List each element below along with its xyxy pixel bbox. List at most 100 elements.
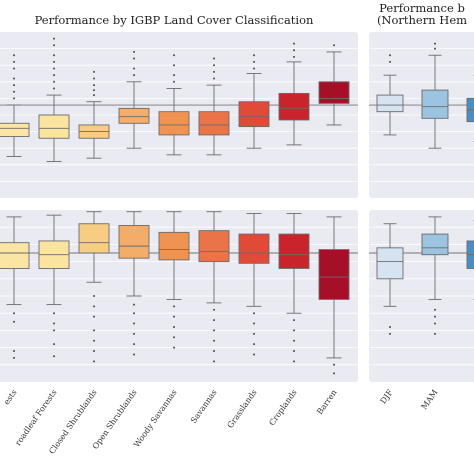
box-iqr (238, 233, 270, 264)
box-deciduous-broadleaf-forests (38, 37, 70, 162)
outlier-point (93, 84, 95, 87)
outlier-point (53, 60, 55, 63)
box-iqr (158, 111, 190, 136)
outlier-point (93, 329, 95, 332)
outlier-point (173, 346, 175, 349)
outlier-point (434, 308, 436, 311)
outlier-point (93, 360, 95, 363)
outlier-point (253, 322, 255, 325)
outlier-point (13, 60, 15, 63)
outlier-point (13, 350, 15, 353)
box-iqr (318, 81, 350, 104)
outlier-point (389, 325, 391, 328)
outlier-point (133, 353, 135, 356)
outlier-point (173, 54, 175, 57)
box-savannas (198, 211, 230, 363)
box-barren (318, 44, 350, 126)
outlier-point (253, 343, 255, 346)
outlier-point (93, 77, 95, 80)
outlier-point (13, 320, 15, 323)
outlier-point (213, 329, 215, 332)
box-iqr (198, 230, 230, 263)
outlier-point (213, 308, 215, 311)
outlier-point (93, 89, 95, 92)
outlier-point (53, 44, 55, 47)
tick-label-mam: MAM (420, 388, 440, 411)
outlier-point (13, 356, 15, 359)
outlier-point (389, 54, 391, 57)
box-djf (376, 54, 404, 136)
box-iqr (118, 107, 150, 124)
outlier-point (173, 305, 175, 308)
box-barren (318, 216, 350, 375)
box-iqr (0, 242, 30, 269)
outlier-point (293, 350, 295, 353)
outlier-point (333, 363, 335, 366)
box-j (466, 219, 474, 300)
outlier-point (13, 54, 15, 57)
outlier-point (253, 54, 255, 57)
outlier-point (53, 67, 55, 70)
outlier-point (133, 322, 135, 325)
box-iqr (376, 247, 404, 280)
box-iqr (78, 223, 110, 254)
outlier-point (93, 339, 95, 342)
outlier-point (13, 77, 15, 80)
box-evergreen-forests (0, 216, 30, 359)
outlier-point (293, 360, 295, 363)
outlier-point (213, 360, 215, 363)
box-grasslands (238, 212, 270, 356)
box-open-shrublands (118, 211, 150, 356)
panel-1-0 (369, 32, 474, 198)
box-iqr (421, 233, 449, 256)
outlier-point (253, 312, 255, 315)
outlier-point (133, 50, 135, 53)
tick-label-savannas: Savannas (189, 388, 219, 425)
tick-label-evergreen-forests: ests (2, 388, 19, 406)
outlier-point (434, 322, 436, 325)
outlier-point (133, 332, 135, 335)
box-j (466, 74, 474, 143)
outlier-point (253, 67, 255, 70)
outlier-point (389, 332, 391, 335)
outlier-point (253, 353, 255, 356)
chart-title-season-line1: Performance b (379, 1, 465, 15)
box-iqr (278, 233, 310, 269)
outlier-point (133, 57, 135, 60)
box-iqr (118, 225, 150, 259)
outlier-point (253, 332, 255, 335)
outlier-point (293, 55, 295, 58)
outlier-point (53, 80, 55, 83)
outlier-point (53, 74, 55, 77)
outlier-point (133, 303, 135, 306)
box-grasslands (238, 54, 270, 149)
outlier-point (333, 44, 335, 47)
outlier-point (213, 339, 215, 342)
outlier-point (389, 60, 391, 63)
box-iqr (318, 249, 350, 300)
outlier-point (53, 322, 55, 325)
outlier-point (213, 64, 215, 67)
outlier-point (53, 355, 55, 358)
outlier-point (93, 70, 95, 73)
outlier-point (13, 67, 15, 70)
outlier-point (434, 332, 436, 335)
outlier-point (93, 295, 95, 297)
outlier-point (133, 343, 135, 346)
box-iqr (421, 89, 449, 119)
outlier-point (53, 37, 55, 40)
panel-0-1 (0, 210, 358, 382)
outlier-point (13, 97, 15, 100)
box-iqr (38, 114, 70, 139)
box-croplands (278, 42, 310, 146)
outlier-point (173, 336, 175, 339)
outlier-point (53, 312, 55, 315)
outlier-point (213, 350, 215, 353)
box-closed-shrublands (78, 211, 110, 363)
outlier-point (13, 84, 15, 87)
box-iqr (376, 94, 404, 113)
outlier-point (93, 350, 95, 353)
outlier-point (13, 90, 15, 93)
outlier-point (53, 329, 55, 332)
